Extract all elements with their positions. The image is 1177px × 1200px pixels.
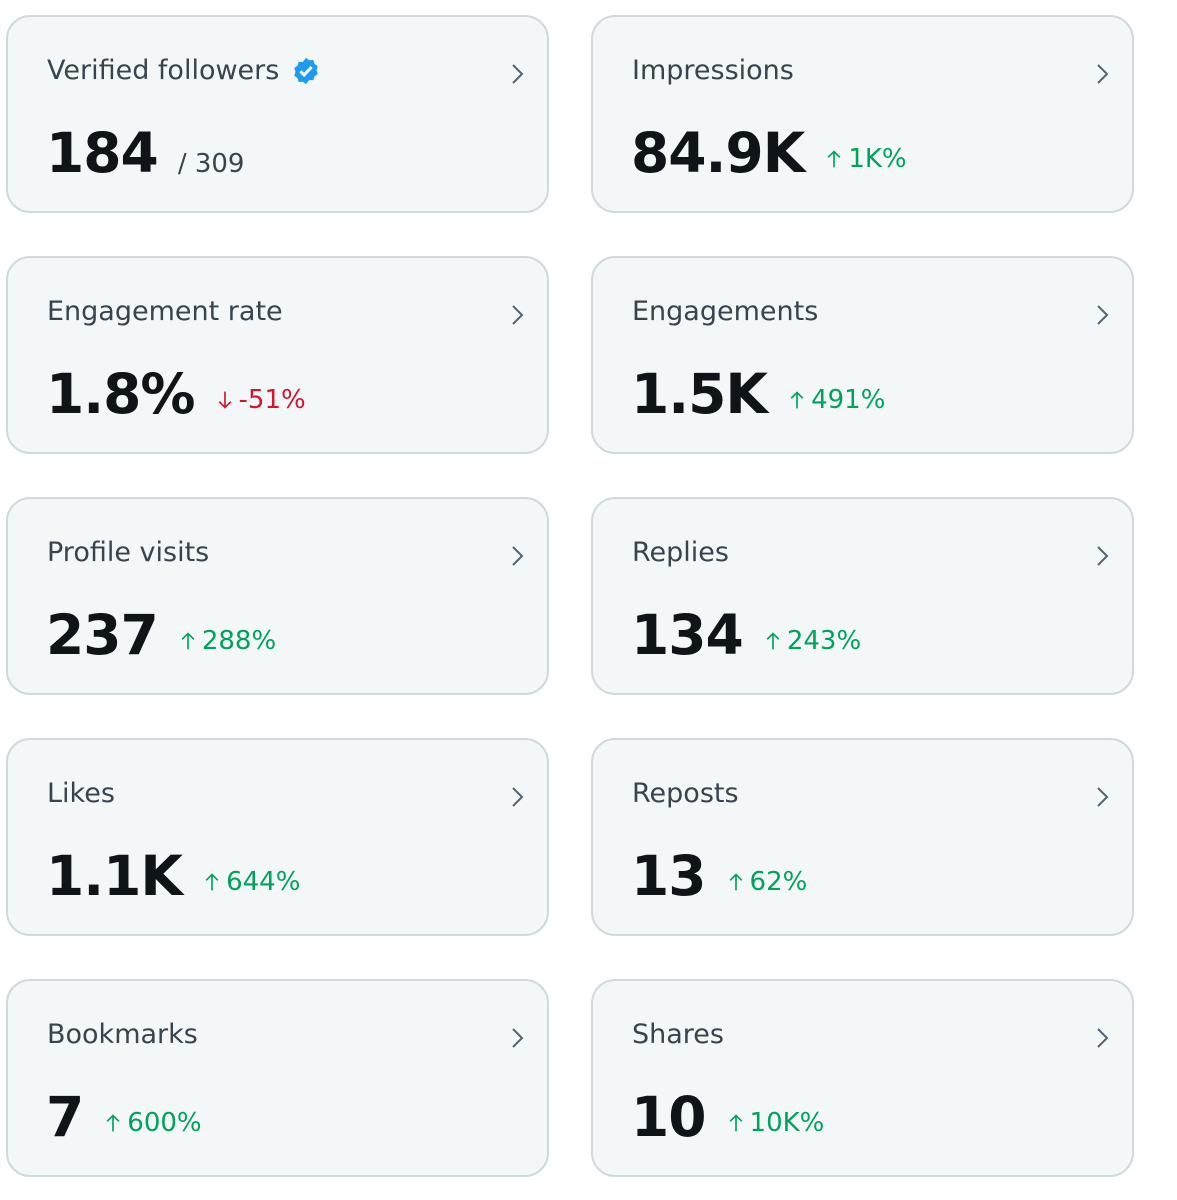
value-row: 237 288% — [46, 603, 276, 667]
value-row: 1.8% -51% — [46, 362, 306, 426]
metric-value: 7 — [46, 1085, 84, 1149]
metric-card[interactable]: Replies 134 243% — [591, 497, 1134, 695]
trend-arrow — [766, 632, 780, 650]
card-title: Profile visits — [47, 537, 209, 568]
change-text: 10K% — [749, 1108, 825, 1138]
value-row: 84.9K 1K% — [631, 121, 907, 185]
metric-change: 1K% — [824, 144, 907, 174]
chevron — [512, 305, 524, 325]
value-row: 10 10K% — [631, 1085, 824, 1149]
value-row: 7 600% — [46, 1085, 202, 1149]
change-text: 644% — [226, 867, 301, 897]
title-text: Replies — [632, 537, 729, 568]
trend-arrow — [106, 1114, 120, 1132]
change-text: 1K% — [848, 144, 907, 174]
card-title: Impressions — [632, 55, 794, 86]
chevron — [1097, 787, 1109, 807]
trend-arrow — [181, 632, 195, 650]
metric-value: 1.5K — [631, 362, 768, 426]
metric-card[interactable]: Engagements 1.5K 491% — [591, 256, 1134, 454]
card-title: Likes — [47, 778, 115, 809]
title-text: Reposts — [632, 778, 739, 809]
metric-change: 600% — [103, 1108, 202, 1138]
card-title: Shares — [632, 1019, 724, 1050]
metric-change: 644% — [202, 867, 300, 897]
verified-badge — [294, 57, 319, 84]
title-text: Verified followers — [47, 55, 280, 86]
chevron — [512, 546, 524, 566]
metric-change: 243% — [763, 626, 861, 656]
value-row: 134 243% — [631, 603, 861, 667]
metric-value: 1.1K — [46, 844, 183, 908]
metric-card[interactable]: Likes 1.1K 644% — [6, 738, 549, 936]
metric-value: 184 — [46, 121, 159, 185]
card-title: Engagements — [632, 296, 818, 327]
trend-arrow — [729, 873, 742, 891]
metric-value: 1.8% — [46, 362, 196, 426]
metric-card[interactable]: Reposts 13 62% — [591, 738, 1134, 936]
metric-card[interactable]: Impressions 84.9K 1K% — [591, 15, 1134, 213]
metric-total: / 309 — [177, 149, 245, 179]
change-text: 62% — [749, 867, 808, 897]
chevron — [512, 64, 524, 84]
metric-value: 84.9K — [631, 121, 805, 185]
chevron — [512, 787, 524, 807]
card-title: Bookmarks — [47, 1019, 198, 1050]
change-text: 491% — [811, 385, 886, 415]
metric-card[interactable]: Verified followers 184 / 309 — [6, 15, 549, 213]
chevron — [1097, 1028, 1109, 1048]
value-row: 184 / 309 — [46, 121, 244, 185]
metric-card[interactable]: Bookmarks 7 600% — [6, 979, 549, 1177]
trend-arrow — [218, 391, 231, 409]
title-text: Shares — [632, 1019, 724, 1050]
metric-value: 10 — [631, 1085, 707, 1149]
metric-value: 13 — [631, 844, 707, 908]
title-text: Profile visits — [47, 537, 210, 568]
metric-card[interactable]: Profile visits 237 288% — [6, 497, 549, 695]
title-text: Engagements — [632, 296, 819, 327]
metric-change: 491% — [787, 385, 885, 415]
trend-arrow — [205, 873, 219, 891]
change-text: 243% — [786, 626, 862, 656]
card-title: Reposts — [632, 778, 739, 809]
chevron — [1097, 305, 1109, 325]
value-row: 1.5K 491% — [631, 362, 885, 426]
change-text: -51% — [238, 385, 306, 415]
chevron — [1097, 546, 1109, 566]
metric-change: 62% — [726, 867, 808, 897]
metric-value: 134 — [631, 603, 744, 667]
title-text: Engagement rate — [47, 296, 283, 327]
title-text: Bookmarks — [47, 1019, 198, 1050]
change-text: 288% — [201, 626, 277, 656]
card-title: Engagement rate — [47, 296, 283, 327]
card-title: Verified followers — [47, 55, 321, 86]
title-text: Likes — [47, 778, 115, 809]
chevron — [512, 1028, 524, 1048]
metric-change: 288% — [178, 626, 276, 656]
metric-card[interactable]: Engagement rate 1.8% -51% — [6, 256, 549, 454]
value-row: 13 62% — [631, 844, 807, 908]
trend-arrow — [729, 1114, 742, 1132]
trend-arrow — [827, 150, 841, 168]
chevron — [1097, 64, 1109, 84]
trend-arrow — [790, 391, 804, 409]
metric-value: 237 — [46, 603, 159, 667]
metric-card[interactable]: Shares 10 10K% — [591, 979, 1134, 1177]
card-title: Replies — [632, 537, 729, 568]
metric-change: 10K% — [726, 1108, 825, 1138]
value-row: 1.1K 644% — [46, 844, 300, 908]
change-text: 600% — [127, 1108, 202, 1138]
metric-change: -51% — [215, 385, 306, 415]
title-text: Impressions — [632, 55, 794, 86]
